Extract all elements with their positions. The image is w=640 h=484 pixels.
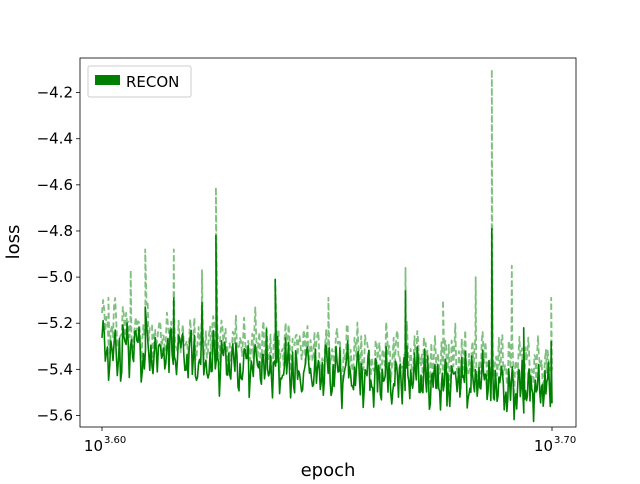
plot-series [101,68,553,423]
legend-label-recon: RECON [126,73,179,91]
legend: RECON [87,65,192,98]
x-tick-label-exponent: 3.60 [104,435,126,446]
y-tick-label: −5.0 [37,268,73,286]
x-axis: 10 3.60 10 3.70 [84,427,576,455]
series-line-recon [101,227,553,423]
y-axis: −4.2 −4.4 −4.6 −4.8 −5.0 −5.2 −5.4 −5.6 [37,84,80,424]
y-tick-label: −4.6 [37,176,73,194]
y-tick-label: −4.2 [37,84,73,102]
series-line-dashed [101,68,553,398]
plot-frame [79,57,577,428]
legend-box [87,65,192,98]
x-tick-label-base: 10 [534,437,553,455]
y-tick-label: −4.4 [37,130,73,148]
y-tick-label: −5.4 [37,360,73,378]
x-tick-label-exponent: 3.70 [554,435,576,446]
y-tick-label: −5.6 [37,406,73,424]
legend-swatch-recon [95,75,120,85]
x-tick-label-base: 10 [84,437,103,455]
y-tick-label: −4.8 [37,222,73,240]
y-axis-label: loss [3,225,24,260]
x-axis-label: epoch [301,460,356,480]
y-tick-label: −5.2 [37,314,73,332]
